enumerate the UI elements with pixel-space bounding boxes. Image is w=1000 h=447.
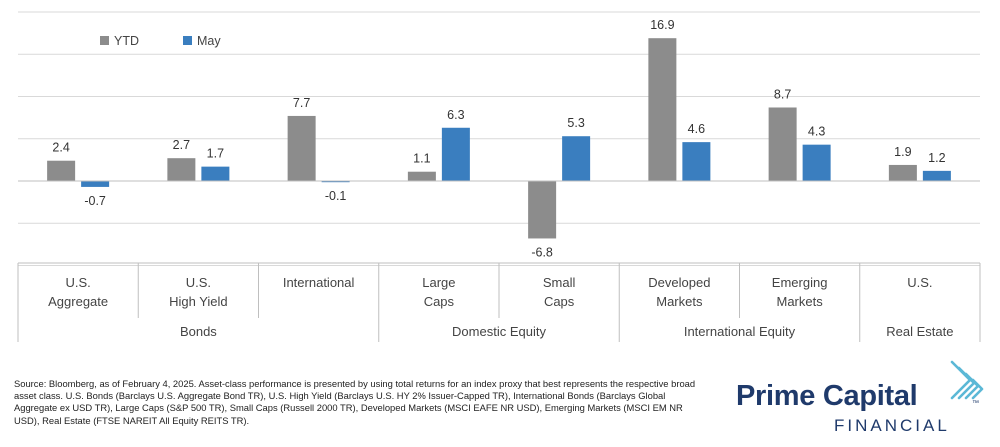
chevron-logo-icon — [950, 360, 984, 400]
bar-may-6 — [802, 144, 831, 181]
category-label: Aggregate — [48, 294, 108, 309]
bar-may-0 — [81, 181, 110, 187]
category-label: Large — [422, 275, 455, 290]
logo-trademark: ™ — [972, 400, 979, 407]
value-label: 1.7 — [207, 147, 224, 161]
chart-gridlines — [18, 11, 980, 266]
bar-ytd-6 — [768, 107, 797, 181]
category-label: U.S. — [186, 275, 211, 290]
value-label: 5.3 — [567, 116, 584, 130]
category-label: Caps — [424, 294, 455, 309]
bar-ytd-1 — [167, 158, 196, 181]
value-label: 1.9 — [894, 145, 911, 159]
bar-may-5 — [682, 142, 711, 181]
category-label: Markets — [777, 294, 824, 309]
bar-ytd-2 — [287, 115, 316, 181]
logo-name: Prime Capital — [736, 380, 918, 412]
bar-ytd-4 — [528, 181, 557, 239]
category-label: Developed — [648, 275, 710, 290]
value-label: -0.7 — [84, 194, 106, 208]
value-label: 16.9 — [650, 18, 674, 32]
legend-swatch — [100, 36, 109, 45]
value-label: 6.3 — [447, 108, 464, 122]
category-label: High Yield — [169, 294, 228, 309]
legend-swatch — [183, 36, 192, 45]
company-logo: Prime Capital FINANCIAL ™ — [736, 360, 986, 440]
chart-legend: YTD May — [100, 34, 221, 48]
bar-chart: 2.4 2.7 7.7 1.1 -6.8 16.9 8.7 1.9 -0.7 1.7 -0.1 6.3… — [17, 11, 981, 342]
value-label: 1.2 — [928, 151, 945, 165]
category-label: U.S. — [65, 275, 90, 290]
group-label: International Equity — [684, 324, 796, 339]
chart-axis — [17, 180, 981, 342]
category-label: International — [283, 275, 355, 290]
bar-ytd-5 — [648, 38, 677, 181]
bar-may-1 — [201, 166, 230, 181]
logo-subtitle: FINANCIAL — [834, 416, 950, 435]
category-label: Small — [543, 275, 576, 290]
legend-label: May — [197, 34, 221, 48]
bar-ytd-7 — [888, 164, 917, 181]
value-label: 7.7 — [293, 96, 310, 110]
bar-may-7 — [922, 170, 951, 181]
category-label: Emerging — [772, 275, 828, 290]
chart-bars — [47, 38, 951, 239]
group-label: Real Estate — [886, 324, 953, 339]
value-label: 2.4 — [52, 141, 69, 155]
bar-ytd-3 — [407, 171, 436, 181]
value-label: 1.1 — [413, 152, 430, 166]
category-label: U.S. — [907, 275, 932, 290]
value-label: -6.8 — [531, 245, 553, 259]
bar-may-4 — [562, 136, 591, 181]
group-label: Domestic Equity — [452, 324, 546, 339]
source-footnote: Source: Bloomberg, as of February 4, 202… — [14, 378, 696, 426]
value-label: 8.7 — [774, 87, 791, 101]
value-label: -0.1 — [325, 189, 347, 203]
category-label: Markets — [656, 294, 703, 309]
category-label: Caps — [544, 294, 575, 309]
chart-category-labels: U.S. Aggregate U.S. High Yield International… — [48, 275, 953, 339]
legend-label: YTD — [114, 34, 139, 48]
value-label: 4.6 — [688, 122, 705, 136]
value-label: 2.7 — [173, 138, 190, 152]
bar-ytd-0 — [47, 160, 76, 181]
bar-may-2 — [321, 181, 350, 183]
chart-value-labels: 2.4 2.7 7.7 1.1 -6.8 16.9 8.7 1.9 -0.7 1.7 -0.1 6.3… — [52, 18, 945, 259]
value-label: 4.3 — [808, 125, 825, 139]
group-label: Bonds — [180, 324, 217, 339]
bar-may-3 — [441, 127, 470, 181]
